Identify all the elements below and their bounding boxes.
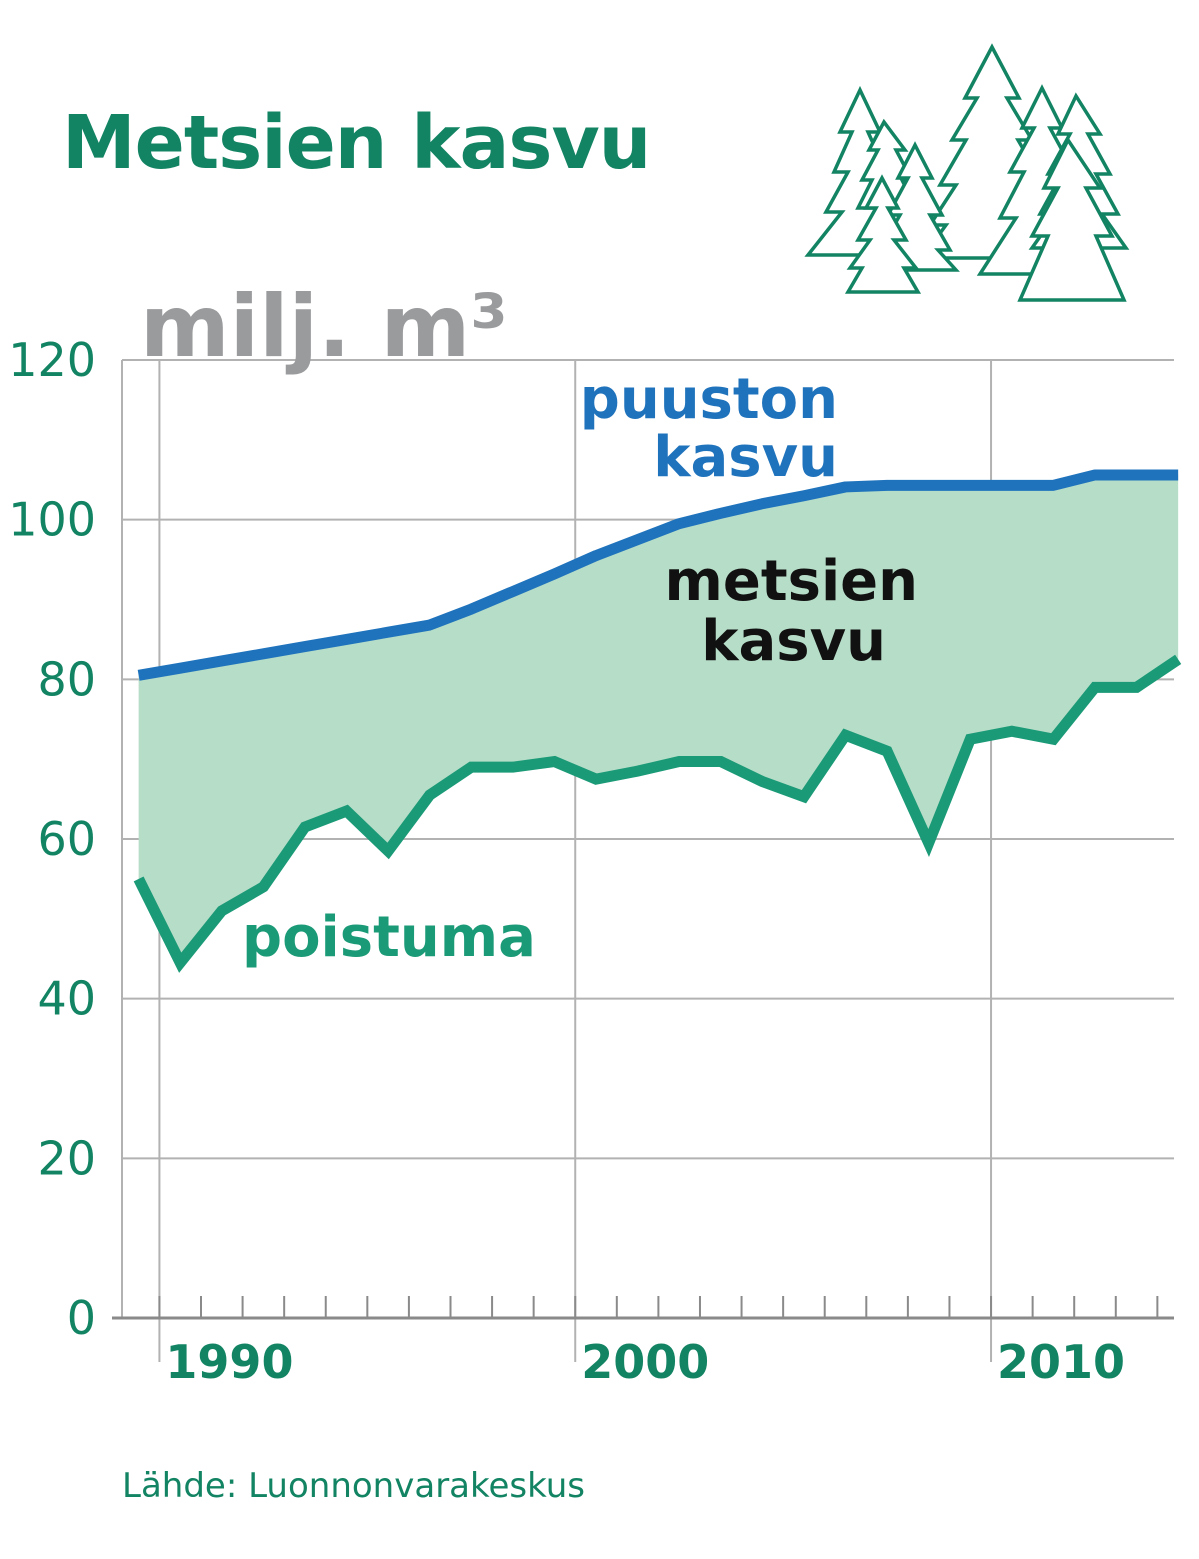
x-tick-label: 2000 bbox=[581, 1335, 709, 1389]
x-tick-label: 2010 bbox=[997, 1335, 1125, 1389]
y-tick-label: 120 bbox=[8, 333, 96, 387]
area-label: kasvu bbox=[701, 609, 886, 674]
forest-growth-area bbox=[138, 474, 1179, 963]
area-label: metsien bbox=[665, 549, 918, 614]
growth-label: puuston bbox=[580, 367, 838, 432]
spruce-forest-icon bbox=[804, 43, 1130, 302]
y-tick-label: 0 bbox=[67, 1291, 96, 1345]
x-tick-label: 1990 bbox=[165, 1335, 293, 1389]
source-note: Lähde: Luonnonvarakeskus bbox=[122, 1466, 586, 1506]
growth-line bbox=[137, 469, 1179, 681]
y-tick-label: 20 bbox=[37, 1131, 96, 1185]
y-tick-label: 80 bbox=[37, 652, 96, 706]
y-tick-label: 100 bbox=[8, 493, 96, 547]
removal-line bbox=[133, 654, 1182, 973]
growth-label: kasvu bbox=[653, 425, 838, 490]
y-tick-label: 40 bbox=[37, 972, 96, 1026]
y-tick-label: 60 bbox=[37, 812, 96, 866]
removal-label: poistuma bbox=[242, 905, 536, 970]
chart-title: Metsien kasvu bbox=[62, 100, 651, 186]
unit-label: milj. m³ bbox=[140, 277, 508, 377]
